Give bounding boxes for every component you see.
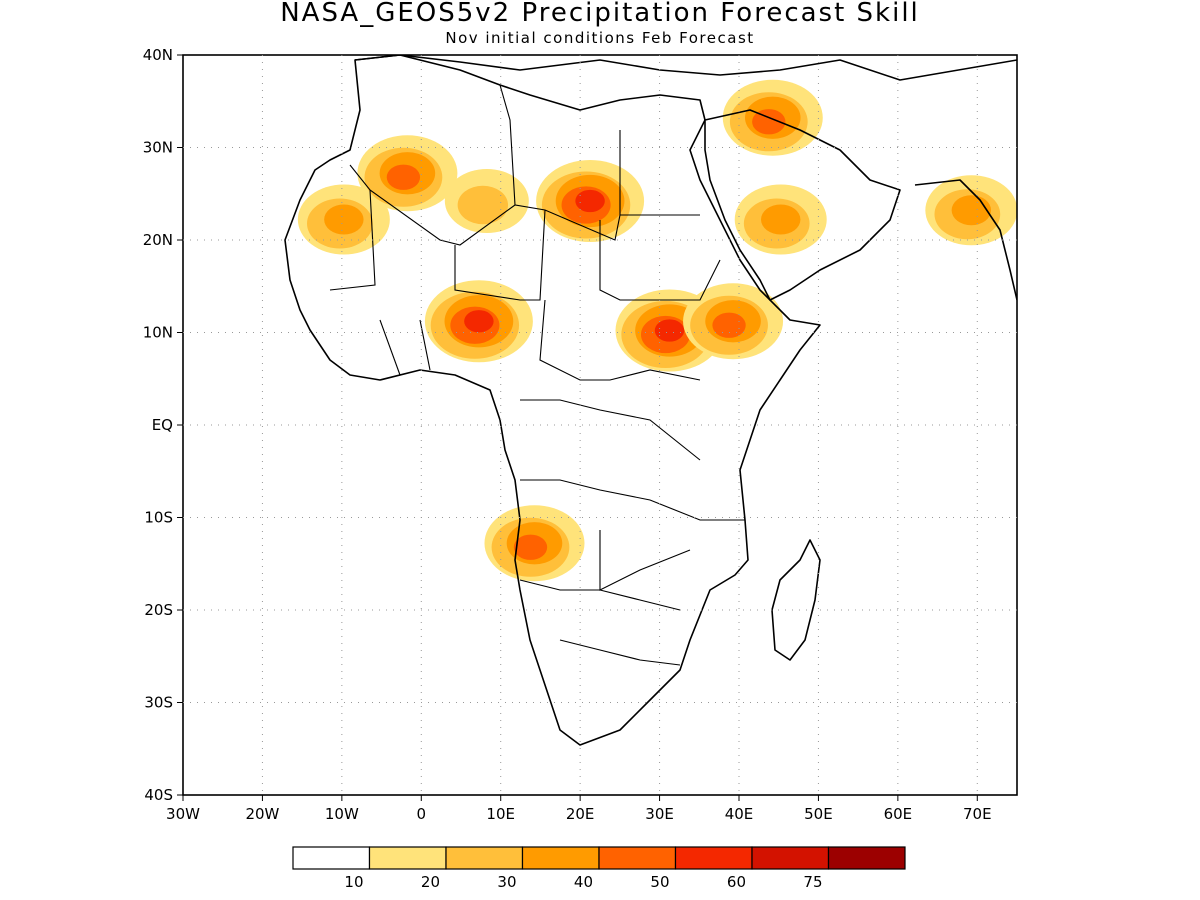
- colorbar-swatch: [368, 846, 447, 870]
- europe-coastline: [354, 55, 1017, 81]
- lat-label: 40S: [144, 786, 173, 804]
- skill-area-algeria-mali: [386, 164, 421, 190]
- gridlines: [183, 55, 1017, 795]
- skill-area-angola: [513, 534, 548, 560]
- lon-label: 20W: [245, 805, 279, 823]
- arabia-coastline: [704, 109, 901, 301]
- skill-area-arabia: [761, 204, 801, 235]
- lon-label: 40E: [725, 805, 754, 823]
- colorbar-swatch: [445, 846, 524, 870]
- lat-label: 10N: [143, 324, 173, 342]
- colorbar-label: 75: [803, 873, 822, 891]
- lon-label: 20E: [566, 805, 595, 823]
- lat-label: 40N: [143, 46, 173, 64]
- lat-label: EQ: [152, 416, 173, 434]
- country-borders: [329, 84, 745, 666]
- colorbar: 10 20 30 40 50 60 75: [292, 846, 906, 891]
- colorbar-label: 30: [497, 873, 516, 891]
- lon-label: 0: [417, 805, 427, 823]
- colorbar-swatch: [751, 846, 830, 870]
- map-title: NASA_GEOS5v2 Precipitation Forecast Skil…: [280, 0, 920, 28]
- colorbar-label: 60: [727, 873, 746, 891]
- madagascar-coastline: [771, 539, 821, 661]
- colorbar-label: 50: [650, 873, 669, 891]
- lon-label: 30E: [645, 805, 674, 823]
- skill-area-iraq: [752, 109, 786, 135]
- africa-coastline: [284, 55, 821, 746]
- map-subtitle: Nov initial conditions Feb Forecast: [445, 29, 755, 47]
- lon-label: 10W: [325, 805, 359, 823]
- lon-label: 70E: [963, 805, 992, 823]
- lon-label: 10E: [486, 805, 515, 823]
- colorbar-label: 10: [344, 873, 363, 891]
- skill-area-libya-chad: [575, 189, 605, 213]
- colorbar-label: 20: [421, 873, 440, 891]
- lon-label: 30W: [166, 805, 200, 823]
- skill-area-south-sudan: [654, 319, 685, 342]
- colorbar-swatch: [674, 846, 753, 870]
- skill-area-niger: [457, 185, 509, 225]
- colorbar-swatch: [598, 846, 677, 870]
- skill-area-nigeria: [464, 310, 494, 333]
- lat-label: 30S: [144, 694, 173, 712]
- lat-label: 30N: [143, 139, 173, 157]
- skill-area-ethiopia: [712, 312, 746, 338]
- colorbar-swatch: [521, 846, 600, 870]
- lat-label: 20N: [143, 231, 173, 249]
- lon-label: 50E: [804, 805, 833, 823]
- skill-area-western-sahara: [324, 204, 364, 235]
- lon-label: 60E: [884, 805, 913, 823]
- india-coastline: [914, 179, 1017, 301]
- colorbar-swatch: [292, 846, 371, 870]
- skill-shading: [297, 79, 1017, 582]
- lat-label: 10S: [144, 509, 173, 527]
- coastlines: [284, 55, 1017, 746]
- colorbar-label: 40: [574, 873, 593, 891]
- skill-area-india: [951, 195, 992, 226]
- lat-label: 20S: [144, 601, 173, 619]
- colorbar-swatch: [827, 846, 906, 870]
